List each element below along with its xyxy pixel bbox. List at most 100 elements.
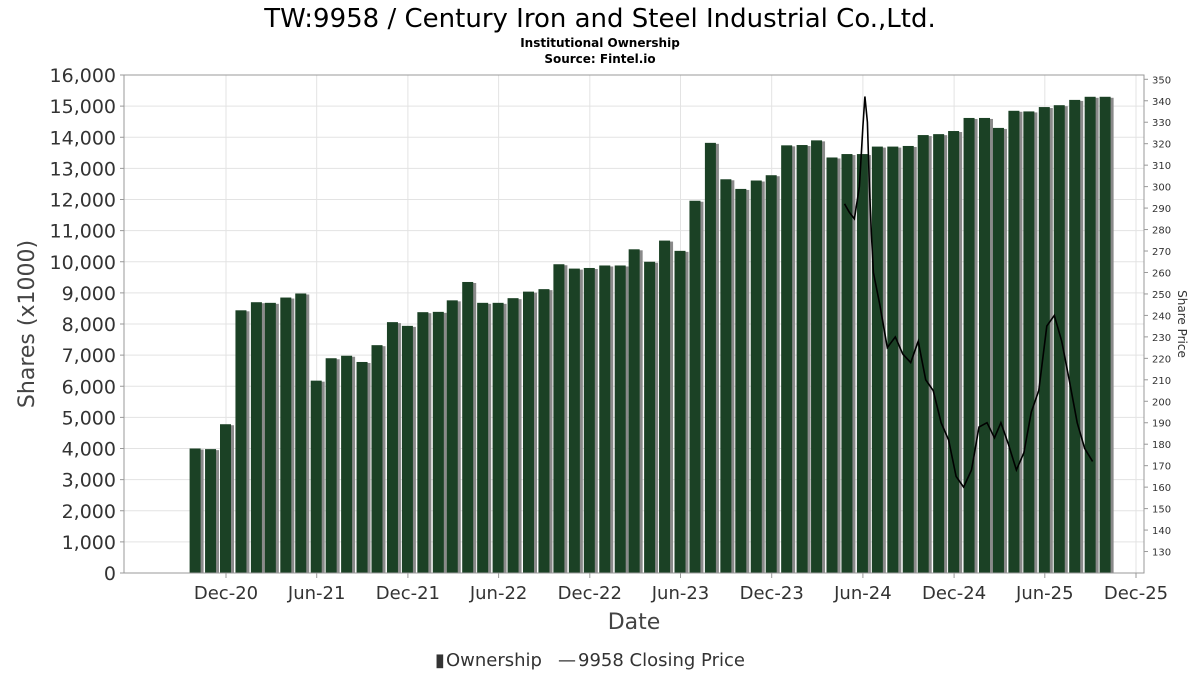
ownership-bar — [644, 261, 656, 573]
ownership-bar — [704, 142, 716, 574]
y-tick-label: 7,000 — [62, 345, 116, 367]
y-tick-label: 16,000 — [50, 65, 116, 87]
y2-tick-label: 170 — [1152, 462, 1171, 473]
x-axis-label: Date — [608, 610, 661, 635]
ownership-bar — [871, 146, 883, 573]
ownership-bar — [917, 135, 929, 574]
y2-tick-label: 140 — [1152, 526, 1171, 537]
y-tick-label: 12,000 — [50, 190, 116, 212]
ownership-bar — [250, 302, 262, 573]
ownership-bar — [280, 297, 292, 573]
ownership-bar — [220, 424, 232, 573]
ownership-bar — [826, 157, 838, 573]
ownership-bar — [446, 300, 458, 573]
y2-tick-label: 300 — [1152, 183, 1171, 194]
ownership-bar — [1008, 110, 1020, 573]
y2-tick-label: 220 — [1152, 354, 1171, 365]
y2-tick-label: 350 — [1152, 75, 1171, 86]
x-tick-label: Dec-21 — [376, 583, 440, 604]
ownership-bar — [235, 310, 247, 573]
x-tick-label: Jun-21 — [287, 583, 346, 604]
ownership-bar — [432, 311, 444, 573]
y-tick-label: 2,000 — [62, 501, 116, 523]
y2-tick-label: 240 — [1152, 311, 1171, 322]
y-tick-label: 1,000 — [62, 532, 116, 554]
ownership-bar — [948, 131, 960, 573]
ownership-bar — [659, 240, 671, 573]
y2-axis-ticks: 130 140 150 160 170 180 190 200 210 220 230 240 250 2… — [1144, 75, 1171, 559]
x-tick-label: Dec-24 — [922, 583, 986, 604]
price-line — [843, 96, 1094, 489]
ownership-bar — [538, 289, 550, 573]
ownership-bar — [978, 117, 990, 573]
ownership-bar — [1023, 111, 1035, 573]
y-tick-label: 10,000 — [50, 252, 116, 274]
ownership-bar — [599, 265, 611, 573]
chart-subtitle: Institutional Ownership — [520, 36, 680, 50]
x-tick-label: Dec-20 — [194, 583, 258, 604]
ownership-bar — [963, 117, 975, 573]
ownership-bar — [933, 134, 945, 573]
y-tick-label: 0 — [104, 563, 116, 585]
ownership-bar — [856, 154, 868, 573]
ownership-bar — [386, 322, 398, 573]
ownership-bar — [689, 200, 701, 573]
x-tick-label: Jun-23 — [651, 583, 710, 604]
ownership-bar — [674, 250, 686, 573]
ownership-bar — [401, 325, 413, 573]
ownership-bar — [796, 145, 808, 573]
x-tick-label: Jun-22 — [469, 583, 528, 604]
legend-ownership-label: Ownership — [446, 650, 542, 671]
y-tick-label: 8,000 — [62, 314, 116, 336]
ownership-bar — [992, 127, 1004, 573]
ownership-bar — [417, 312, 429, 573]
ownership-bar — [811, 140, 823, 574]
ownership-bar — [841, 154, 853, 573]
y-tick-label: 6,000 — [62, 376, 116, 398]
y-axis-ticks: 0 1,000 2,000 3,000 4,000 5,000 6,000 7,000 8,00… — [50, 65, 124, 585]
legend: ▮ Ownership — 9958 Closing Price — [435, 650, 745, 671]
y2-tick-label: 340 — [1152, 97, 1171, 108]
y-tick-label: 15,000 — [50, 96, 116, 118]
ownership-bar — [310, 380, 322, 573]
ownership-bar — [356, 361, 368, 573]
y2-tick-label: 200 — [1152, 397, 1171, 408]
y-tick-label: 11,000 — [50, 221, 116, 243]
y2-tick-label: 270 — [1152, 247, 1171, 258]
ownership-bar — [720, 179, 732, 574]
ownership-bar — [325, 358, 337, 573]
ownership-bar — [492, 302, 504, 573]
y2-tick-label: 180 — [1152, 440, 1171, 451]
y2-tick-label: 130 — [1152, 548, 1171, 559]
ownership-bar — [189, 448, 201, 573]
x-tick-label: Dec-22 — [558, 583, 622, 604]
legend-ownership-marker: ▮ — [435, 650, 445, 671]
ownership-bar — [781, 145, 793, 573]
ownership-bar — [462, 281, 474, 573]
ownership-bar — [628, 249, 640, 574]
y-tick-label: 9,000 — [62, 283, 116, 305]
y2-tick-label: 310 — [1152, 161, 1171, 172]
ownership-bar — [614, 265, 626, 573]
ownership-bar — [553, 264, 565, 573]
ownership-bar — [507, 298, 519, 573]
legend-price-marker: — — [558, 650, 576, 671]
x-tick-label: Jun-24 — [833, 583, 892, 604]
ownership-bar — [295, 293, 307, 573]
ownership-bar — [205, 449, 217, 573]
x-tick-label: Dec-25 — [1104, 583, 1168, 604]
y2-tick-label: 210 — [1152, 376, 1171, 387]
ownership-bar — [1084, 96, 1096, 573]
ownership-bar — [1099, 96, 1111, 573]
ownership-bar — [523, 291, 535, 573]
chart-source: Source: Fintel.io — [544, 52, 655, 66]
ownership-bar — [341, 355, 353, 573]
ownership-bar — [477, 302, 489, 573]
ownership-bar — [371, 345, 383, 573]
y-axis-label: Shares (x1000) — [15, 240, 40, 408]
y2-axis-label: Share Price — [1175, 290, 1189, 358]
y2-tick-label: 230 — [1152, 333, 1171, 344]
ownership-bar — [887, 146, 899, 573]
y2-tick-label: 190 — [1152, 419, 1171, 430]
